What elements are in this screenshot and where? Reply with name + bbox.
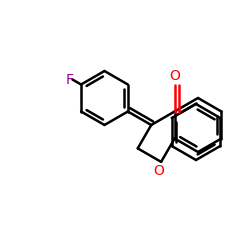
Text: O: O — [154, 164, 164, 178]
Text: O: O — [169, 68, 180, 82]
Text: F: F — [66, 72, 74, 86]
